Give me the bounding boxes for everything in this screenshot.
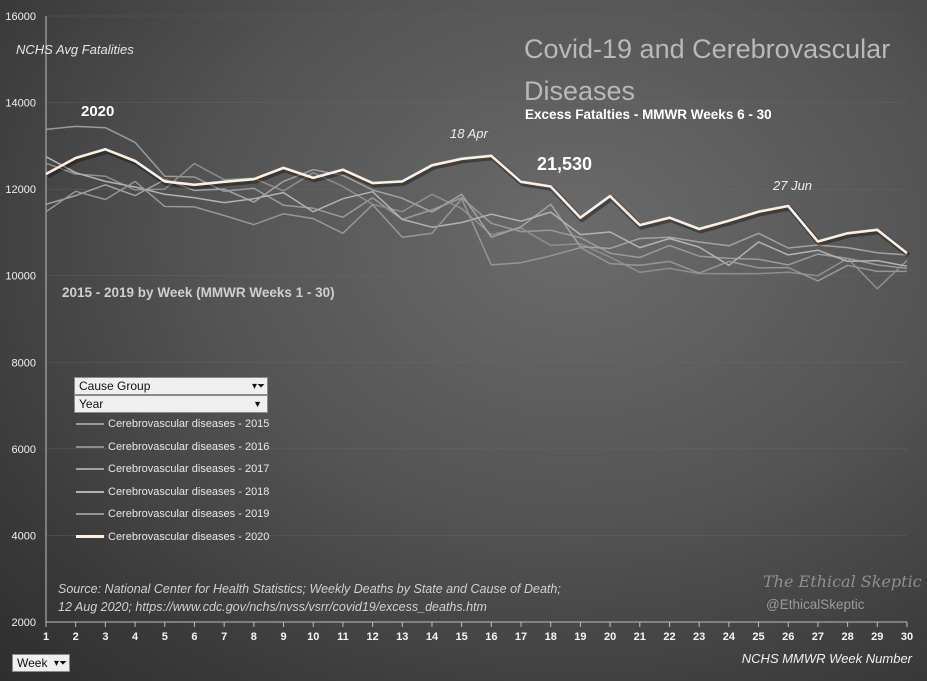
x-axis-title: NCHS MMWR Week Number (741, 651, 912, 666)
y-tick-label: 14000 (5, 98, 36, 110)
chevron-down-icon: ▼ (253, 399, 262, 409)
legend-item[interactable]: Cerebrovascular diseases - 2015 (76, 418, 269, 436)
y-tick-label: 16000 (5, 11, 36, 23)
x-tick-label: 8 (251, 631, 257, 643)
filter-funnel-icon: ▾⏷ (251, 381, 265, 392)
x-tick-label: 3 (102, 631, 108, 643)
y-tick-label: 10000 (5, 271, 36, 283)
x-tick-label: 7 (221, 631, 227, 643)
legend-item[interactable]: Cerebrovascular diseases - 2017 (76, 463, 269, 481)
filter-funnel-icon: ▾⏷ (53, 658, 67, 669)
cause-group-label: Cause Group (79, 379, 151, 393)
annotation-18-apr: 18 Apr (450, 126, 488, 141)
x-tick-label: 22 (663, 631, 675, 643)
x-tick-label: 29 (871, 631, 883, 643)
y-tick-label: 4000 (12, 530, 36, 542)
year-filter-label: Year (79, 397, 104, 411)
x-tick-label: 12 (366, 631, 378, 643)
legend-item[interactable]: Cerebrovascular diseases - 2018 (76, 486, 269, 504)
x-tick-label: 2 (73, 631, 79, 643)
week-filter-label: Week (17, 656, 48, 670)
series-line-2020 (45, 148, 908, 255)
legend-label: Cerebrovascular diseases - 2017 (108, 463, 270, 475)
annotation-27-jun: 27 Jun (773, 178, 813, 193)
legend-swatch (76, 535, 104, 539)
source-note: Source: National Center for Health Stati… (58, 580, 578, 616)
legend-swatch (76, 490, 104, 493)
legend-item[interactable]: Cerebrovascular diseases - 2020 (76, 531, 269, 549)
x-tick-label: 18 (545, 631, 557, 643)
legend-label: Cerebrovascular diseases - 2015 (108, 418, 270, 430)
series-line-2018 (45, 156, 908, 267)
x-tick-label: 19 (574, 631, 586, 643)
y-tick-label: 2000 (12, 617, 36, 629)
x-tick-label: 26 (782, 631, 794, 643)
x-tick-label: 11 (337, 631, 349, 643)
legend-swatch (76, 468, 104, 471)
x-tick-label: 5 (162, 631, 168, 643)
cause-group-filter-button[interactable]: Cause Group ▾⏷ (74, 377, 268, 395)
x-tick-label: 25 (752, 631, 764, 643)
legend-swatch (76, 513, 104, 516)
x-tick-label: 17 (515, 631, 527, 643)
brand-handle: @EthicalSkeptic (766, 597, 865, 612)
source-line-1: Source: National Center for Health Stati… (58, 582, 561, 596)
x-tick-label: 28 (841, 631, 853, 643)
x-tick-label: 23 (693, 631, 705, 643)
y-tick-label: 6000 (12, 444, 36, 456)
x-tick-label: 15 (456, 631, 468, 643)
x-tick-label: 9 (280, 631, 286, 643)
year-filter-button[interactable]: Year ▼ (74, 395, 268, 413)
y-axis-title: NCHS Avg Fatalities (16, 42, 134, 57)
annotation-excess-total: 21,530 (537, 154, 593, 174)
series-line-2017 (45, 168, 908, 256)
chart-title: Covid-19 and Cerebrovascular Diseases (524, 34, 891, 106)
annotation-history: 2015 - 2019 by Week (MMWR Weeks 1 - 30) (62, 285, 335, 300)
legend-label: Cerebrovascular diseases - 2018 (108, 485, 270, 498)
x-tick-label: 16 (485, 631, 497, 643)
x-tick-label: 27 (812, 631, 824, 643)
x-tick-label: 4 (132, 631, 139, 643)
x-tick-label: 10 (307, 631, 319, 643)
series-line-2019 (45, 180, 907, 282)
x-tick-label: 30 (901, 631, 913, 643)
legend-label: Cerebrovascular diseases - 2016 (108, 440, 270, 453)
legend-swatch (76, 445, 104, 448)
x-tick-label: 21 (634, 631, 646, 643)
annotation-2020: 2020 (81, 103, 115, 120)
legend-label: Cerebrovascular diseases - 2020 (108, 530, 270, 543)
legend-item[interactable]: Cerebrovascular diseases - 2016 (76, 441, 269, 459)
series-line-2015 (45, 125, 908, 270)
x-tick-label: 20 (604, 631, 616, 643)
brand-name: The Ethical Skeptic (763, 572, 922, 591)
chart-subtitle: Excess Fatalties - MMWR Weeks 6 - 30 (525, 107, 772, 122)
x-tick-label: 13 (396, 631, 408, 643)
week-filter-button[interactable]: Week ▾⏷ (12, 654, 70, 672)
series-line-2016 (45, 162, 908, 290)
source-line-2: 12 Aug 2020; https://www.cdc.gov/nchs/nv… (58, 600, 487, 614)
legend-label: Cerebrovascular diseases - 2019 (108, 508, 270, 520)
legend-item[interactable]: Cerebrovascular diseases - 2019 (76, 508, 269, 526)
x-tick-label: 24 (723, 631, 736, 643)
y-tick-label: 12000 (5, 184, 36, 196)
legend-swatch (76, 423, 104, 426)
y-tick-label: 8000 (12, 357, 36, 369)
x-tick-label: 1 (43, 631, 49, 643)
x-tick-label: 6 (191, 631, 197, 643)
series-line-shadow (46, 148, 911, 258)
x-tick-label: 14 (426, 631, 439, 643)
